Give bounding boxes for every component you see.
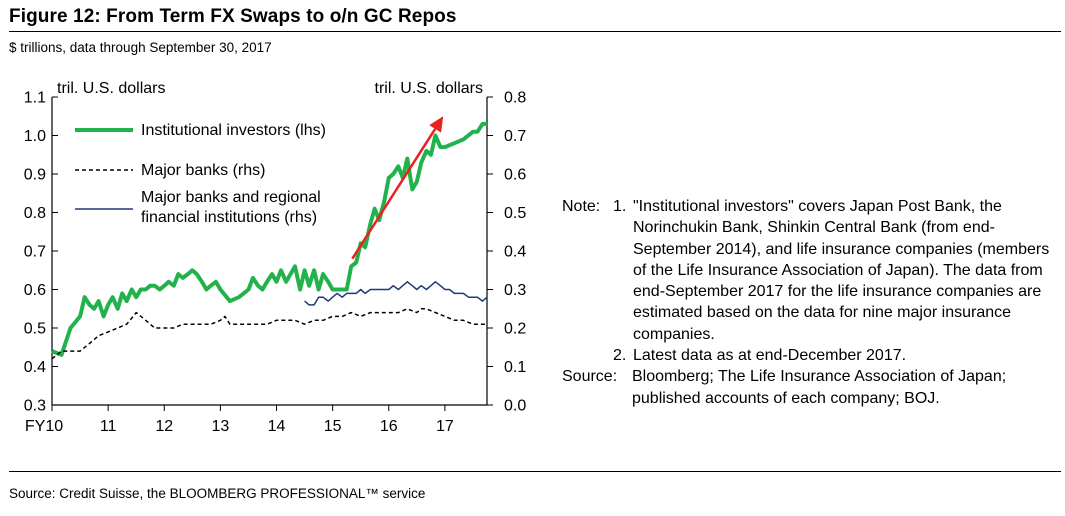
x-tick-label: 16 <box>380 418 398 435</box>
series-layer <box>51 116 488 360</box>
footer-rule <box>9 471 1061 472</box>
legend-label-regional: Major banks and regional financial insti… <box>141 189 325 226</box>
x-tick-label: 15 <box>324 418 342 435</box>
legend-label-major-banks: Major banks (rhs) <box>141 162 265 179</box>
y-right-tick-label: 0.8 <box>504 90 526 107</box>
y-right-tick-label: 0.0 <box>504 398 526 415</box>
y-left-tick-label: 0.7 <box>24 244 46 261</box>
note-item-1-text: "Institutional investors" covers Japan P… <box>633 198 1050 343</box>
x-tick-label: 17 <box>436 418 454 435</box>
legend-label-institutional: Institutional investors (lhs) <box>141 122 326 139</box>
note-source: Source: Bloomberg; The Life Insurance As… <box>562 366 1057 409</box>
y-left-tick-label: 0.4 <box>24 359 46 376</box>
axes-layer: 0.3 0.4 0.5 0.6 0.7 0.8 0.9 1.0 1.1 0.0 0.1 0.2 0.3 0… <box>24 80 527 435</box>
series-institutional-investors <box>51 121 487 357</box>
series-regional-institutions <box>304 281 488 306</box>
y-left-tick-label: 1.1 <box>24 90 46 107</box>
note-source-text: Bloomberg; The Life Insurance Associatio… <box>632 368 1007 407</box>
figure-subtitle: $ trillions, data through September 30, … <box>9 40 272 55</box>
note-source-label: Source: <box>562 368 618 386</box>
y-left-tick-label: 0.3 <box>24 398 46 415</box>
y-right-tick-label: 0.3 <box>504 282 526 299</box>
x-tick-label: FY10 <box>25 418 63 435</box>
note-label: Note: <box>562 198 601 215</box>
legend: Institutional investors (lhs) Major bank… <box>75 122 326 226</box>
trend-arrow-head <box>429 116 444 133</box>
trend-arrow-shaft <box>351 128 437 260</box>
y-left-tick-label: 0.9 <box>24 167 46 184</box>
y-right-tick-label: 0.6 <box>504 167 526 184</box>
x-tick-label: 13 <box>211 418 229 435</box>
y-left-axis-label: tril. U.S. dollars <box>57 80 165 97</box>
y-left-tick-label: 1.0 <box>24 128 46 145</box>
figure-source: Source: Credit Suisse, the BLOOMBERG PRO… <box>9 486 426 501</box>
y-left-tick-label: 0.5 <box>24 321 46 338</box>
legend-label-regional-line2: financial institutions (rhs) <box>141 209 317 226</box>
y-right-tick-label: 0.5 <box>504 205 526 222</box>
x-tick-label: 11 <box>100 418 117 435</box>
x-tick-label: 12 <box>155 418 173 435</box>
note-item-2: 2. Latest data as at end-December 2017. <box>562 345 1057 366</box>
note-item-1-number: 1. <box>613 198 627 215</box>
figure-title: Figure 12: From Term FX Swaps to o/n GC … <box>9 6 457 27</box>
line-chart: 0.3 0.4 0.5 0.6 0.7 0.8 0.9 1.0 1.1 0.0 0.1 0.2 0.3 0… <box>24 80 527 435</box>
y-right-axis-label: tril. U.S. dollars <box>375 80 483 97</box>
note-item-1: Note: 1. "Institutional investors" cover… <box>562 196 1057 345</box>
title-rule <box>9 31 1061 32</box>
y-right-tick-label: 0.4 <box>504 244 526 261</box>
y-left-tick-label: 0.8 <box>24 205 46 222</box>
y-right-tick-label: 0.7 <box>504 128 526 145</box>
y-right-tick-label: 0.2 <box>504 321 526 338</box>
y-right-tick-label: 0.1 <box>504 359 526 376</box>
chart-note: Note: 1. "Institutional investors" cover… <box>562 196 1057 409</box>
y-left-tick-label: 0.6 <box>24 282 46 299</box>
note-item-2-number: 2. <box>613 347 627 365</box>
x-tick-label: 14 <box>268 418 286 435</box>
series-major-banks <box>51 308 487 360</box>
note-item-2-text: Latest data as at end-December 2017. <box>633 347 907 365</box>
legend-label-regional-line1: Major banks and regional <box>141 189 321 206</box>
